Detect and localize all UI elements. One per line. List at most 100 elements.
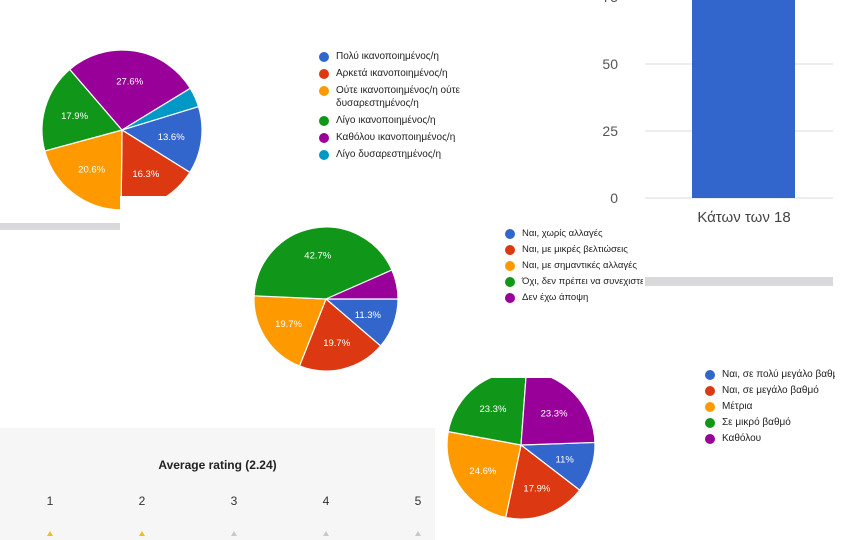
y-tick-label: 75 [602, 0, 618, 5]
legend-item: Ναι, σε πολύ μεγάλο βαθμό [705, 368, 835, 381]
legend-label: Καθόλου [722, 433, 762, 444]
legend-item: Αρκετά ικανοποιημένος/η [319, 67, 469, 80]
legend-label: Ναι, χωρίς αλλαγές [522, 228, 603, 239]
pie-slice-label: 11.3% [355, 310, 382, 321]
x-tick-label: Κάτων των 18 [697, 209, 790, 226]
star-icon [139, 531, 145, 536]
legend-dot-icon [319, 133, 329, 143]
legend-item: Καθόλου ικανοποιημένος/η [319, 131, 469, 144]
legend-dot-icon [505, 261, 515, 271]
rating-scale-2: 2 [138, 494, 146, 508]
legend-continuation: Ναι, χωρίς αλλαγές Ναι, με μικρές βελτιώσ… [505, 227, 643, 307]
legend-item: Ναι, με σημαντικές αλλαγές [505, 259, 643, 272]
pie-slice [446, 430, 522, 519]
pie-slice-label: 19.7% [275, 319, 302, 330]
legend-dot-icon [705, 434, 715, 444]
pie-slice [120, 105, 203, 174]
pie-slice-label: 23.3% [541, 409, 568, 420]
pie-slice [68, 49, 192, 131]
pie-slice-label: 27.6% [116, 76, 143, 87]
legend-label: Όχι, δεν πρέπει να συνεχιστεί [522, 276, 643, 287]
legend-label: Πολύ ικανοποιημένος/η [336, 51, 439, 62]
legend-dot-icon [319, 116, 329, 126]
pie-slice-label: 20.6% [78, 165, 105, 176]
legend-dot-icon [705, 370, 715, 380]
legend-label: Σε μικρό βαθμό [722, 417, 791, 428]
bar-chart-age: 75 50 25 0 Κάτων των 18 [602, 0, 833, 226]
legend-dot-icon [505, 229, 515, 239]
pie-chart-satisfaction: 13.6% 16.3% 20.6% 17.9% 27.6% [41, 49, 203, 211]
pie-chart-degree: 11% 17.9% 24.6% 23.3% 23.3% [446, 370, 596, 520]
pie-slice-label: 19.7% [323, 338, 350, 349]
legend-item: Ναι, με μικρές βελτιώσεις [505, 243, 643, 256]
legend-item: Λίγο δυσαρεστημένος/η [319, 148, 469, 161]
rating-scale-5: 5 [414, 494, 422, 508]
pie-slice [253, 295, 327, 367]
pie-slice [253, 226, 393, 300]
rating-panel: Average rating (2.24) 1 2 3 4 5 [0, 428, 435, 540]
legend-item: Σε μικρό βαθμό [705, 416, 835, 429]
legend-dot-icon [505, 277, 515, 287]
legend-item: Ούτε ικανοποιημένος/η ούτε δυσαρεστημένο… [319, 84, 469, 110]
legend-item: Ναι, χωρίς αλλαγές [505, 227, 643, 240]
star-empty-icon [231, 531, 237, 536]
crop-mask [120, 196, 210, 230]
pie-slice [121, 87, 200, 131]
legend-label: Ούτε ικανοποιημένος/η ούτε δυσαρεστημένο… [336, 85, 460, 109]
legend-label: Μέτρια [722, 401, 753, 412]
pie-slice [41, 68, 124, 152]
legend-dot-icon [319, 69, 329, 79]
pie-slice [44, 129, 123, 211]
legend-label: Δεν έχω άποψη [522, 292, 589, 303]
y-tick-label: 50 [602, 56, 618, 72]
y-tick-label: 0 [610, 190, 618, 206]
legend-dot-icon [505, 245, 515, 255]
legend-dot-icon [705, 418, 715, 428]
legend-dot-icon [319, 150, 329, 160]
legend-item: Λίγο ικανοποιημένος/η [319, 114, 469, 127]
legend-label: Αρκετά ικανοποιημένος/η [336, 68, 448, 79]
star-empty-icon [415, 531, 421, 536]
rating-scale-4: 4 [322, 494, 330, 508]
pie-slice-label: 17.9% [523, 484, 550, 495]
legend-label: Καθόλου ικανοποιημένος/η [336, 132, 456, 143]
pie-slice-label: 42.7% [304, 251, 331, 262]
bar [692, 0, 795, 198]
pie-chart-continuation: 11.3% 19.7% 19.7% 42.7% [253, 226, 399, 372]
pie-slice-label: 16.3% [132, 169, 159, 180]
pie-slice-label: 13.6% [158, 132, 185, 143]
legend-dot-icon [319, 52, 329, 62]
y-tick-label: 25 [602, 123, 618, 139]
legend-label: Ναι, σε μεγάλο βαθμό [722, 385, 819, 396]
pie-slice-label: 23.3% [479, 404, 506, 415]
legend-label: Λίγο ικανοποιημένος/η [336, 115, 436, 126]
legend-dot-icon [319, 86, 329, 96]
legend-label: Ναι, σε πολύ μεγάλο βαθμό [722, 369, 835, 380]
legend-dot-icon [505, 293, 515, 303]
legend-item: Ναι, σε μεγάλο βαθμό [705, 384, 835, 397]
legend-item: Καθόλου [705, 432, 835, 445]
legend-item: Μέτρια [705, 400, 835, 413]
legend-item: Πολύ ικανοποιημένος/η [319, 50, 469, 63]
divider-bar-right [645, 277, 833, 286]
legend-dot-icon [705, 386, 715, 396]
legend-degree: Ναι, σε πολύ μεγάλο βαθμό Ναι, σε μεγάλο … [705, 368, 835, 448]
rating-title: Average rating (2.24) [158, 458, 277, 472]
pie-slice [298, 297, 382, 372]
legend-satisfaction: Πολύ ικανοποιημένος/η Αρκετά ικανοποιημέν… [319, 50, 469, 165]
divider-bar-left [0, 223, 120, 230]
rating-scale-3: 3 [230, 494, 238, 508]
rating-scale-1: 1 [46, 494, 54, 508]
legend-label: Λίγο δυσαρεστημένος/η [336, 149, 441, 160]
legend-label: Ναι, με μικρές βελτιώσεις [522, 244, 628, 255]
legend-dot-icon [705, 402, 715, 412]
legend-item: Δεν έχω άποψη [505, 291, 643, 304]
pie-slice [325, 269, 399, 300]
pie-slice-label: 17.9% [61, 111, 88, 122]
legend-item: Όχι, δεν πρέπει να συνεχιστεί [505, 275, 643, 288]
pie-slice-label: 24.6% [469, 466, 496, 477]
star-icon [47, 531, 53, 536]
pie-slice [504, 443, 581, 520]
crop-mask-top [440, 360, 600, 378]
pie-slice-label: 11% [556, 455, 575, 466]
